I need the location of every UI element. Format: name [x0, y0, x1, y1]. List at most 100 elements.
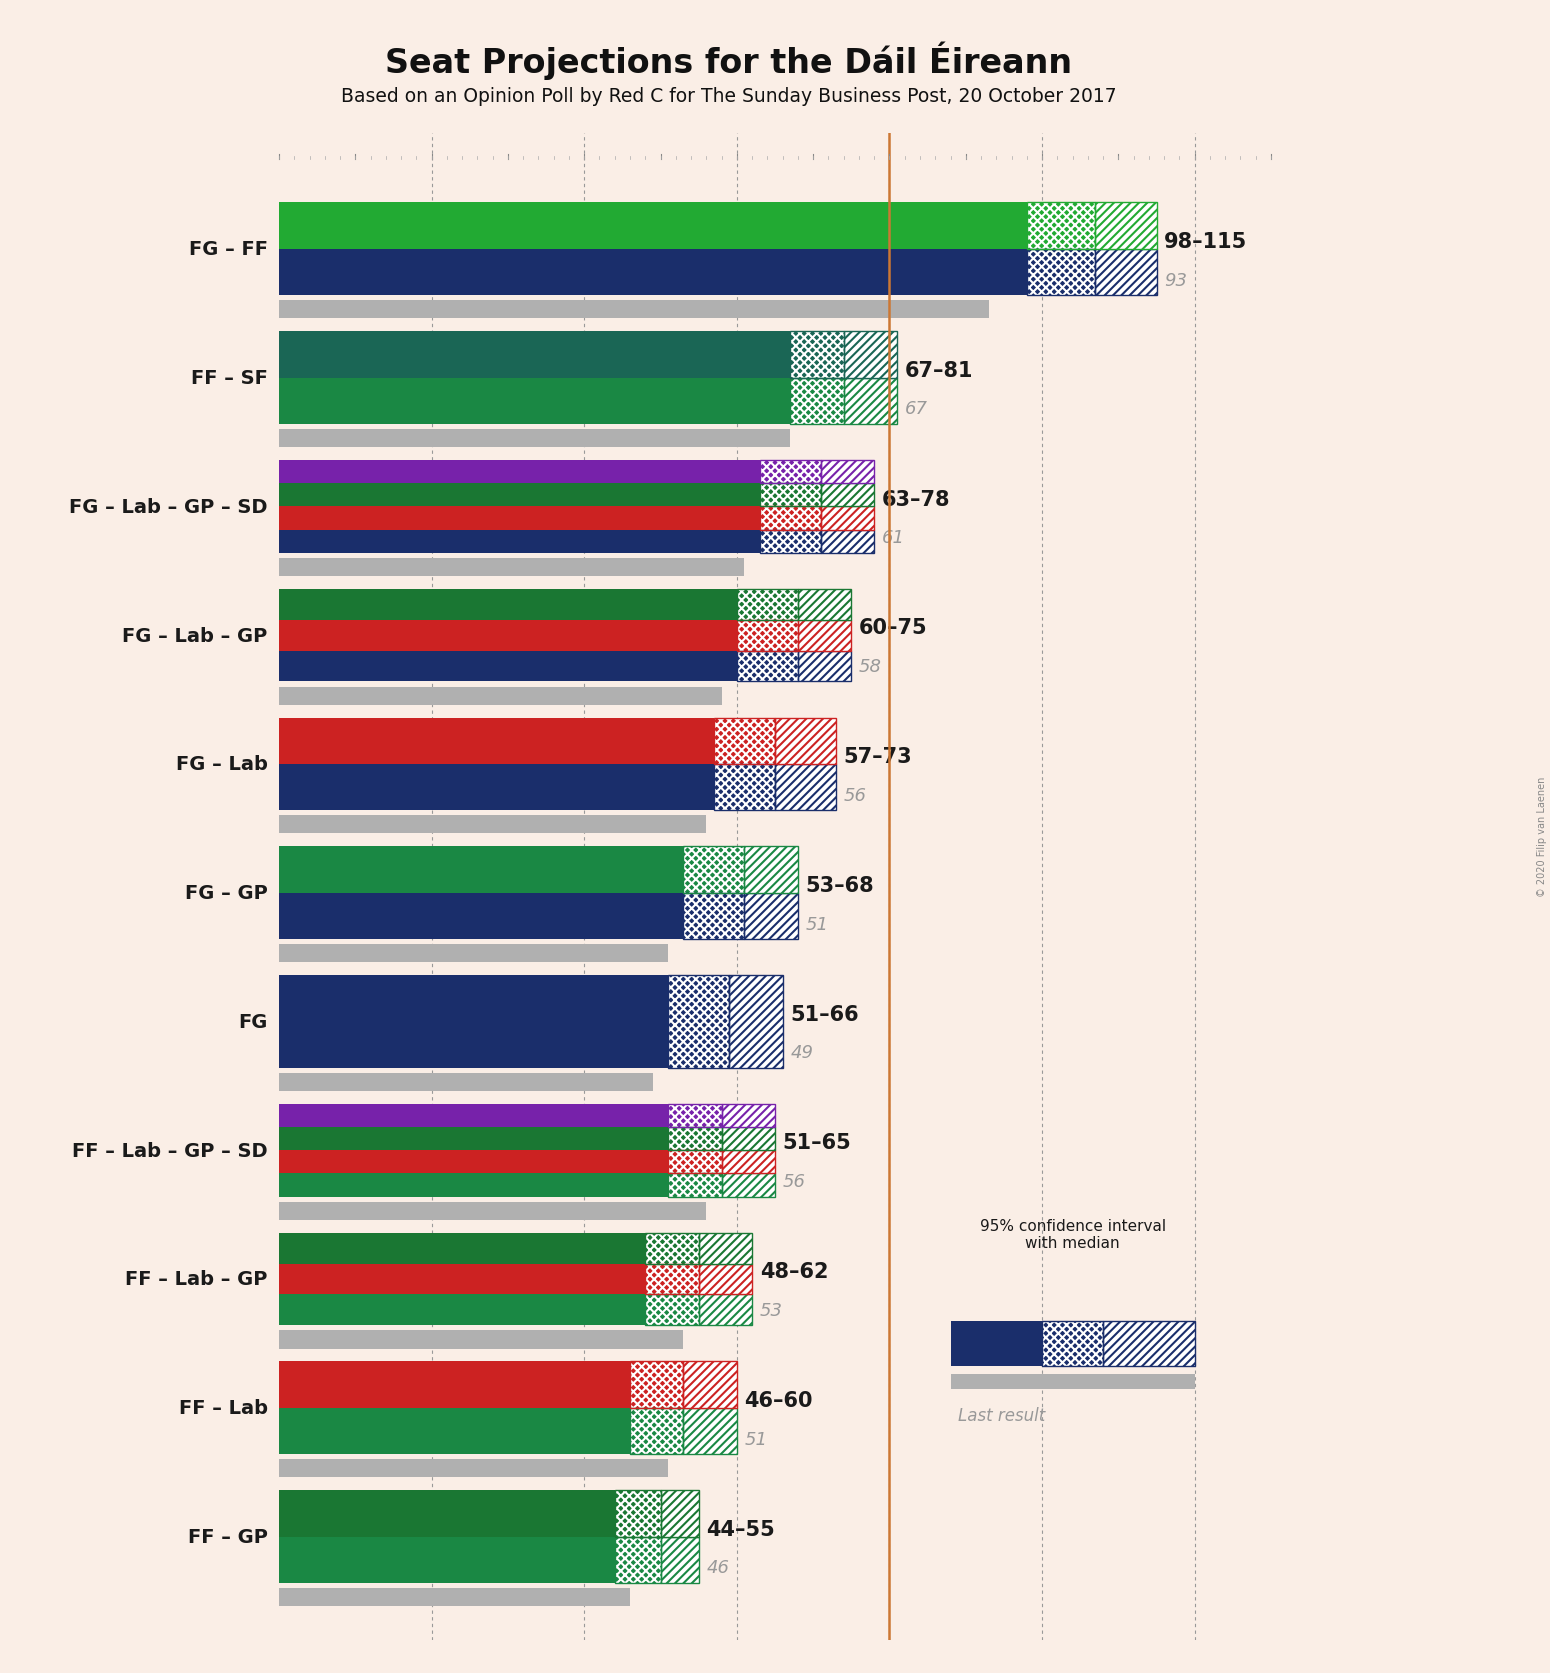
Bar	[668, 1128, 722, 1151]
Bar	[279, 621, 736, 651]
Text: 57–73: 57–73	[843, 746, 913, 766]
Bar	[668, 1128, 722, 1151]
Text: 63–78: 63–78	[882, 489, 950, 509]
Bar	[760, 460, 822, 483]
Bar	[279, 688, 722, 706]
Text: 51–65: 51–65	[783, 1133, 851, 1153]
Text: FG – Lab – GP – SD: FG – Lab – GP – SD	[70, 497, 268, 517]
Bar	[645, 1233, 699, 1263]
Bar	[684, 847, 744, 893]
Bar	[684, 847, 744, 893]
Bar	[822, 460, 874, 483]
Bar	[736, 651, 798, 683]
Bar	[279, 204, 1026, 249]
Bar	[279, 530, 760, 554]
Bar	[1026, 249, 1096, 296]
Bar	[279, 559, 744, 577]
Bar	[615, 1491, 660, 1536]
Bar	[660, 1536, 699, 1583]
Bar	[615, 1491, 660, 1536]
Bar	[279, 1536, 615, 1583]
Bar	[843, 331, 897, 378]
Bar	[736, 621, 798, 651]
Text: FG: FG	[239, 1012, 268, 1031]
Bar	[699, 1233, 752, 1263]
Bar	[279, 460, 760, 483]
Bar	[645, 1263, 699, 1295]
Bar	[279, 1295, 645, 1325]
Bar	[699, 1295, 752, 1325]
Bar	[775, 765, 835, 811]
Bar	[736, 621, 798, 651]
Bar	[843, 378, 897, 425]
Bar	[1096, 204, 1156, 249]
Bar	[629, 1362, 684, 1409]
Text: 51: 51	[744, 1430, 767, 1447]
Text: 48–62: 48–62	[760, 1261, 828, 1282]
Bar	[629, 1409, 684, 1454]
Bar	[279, 718, 715, 765]
Bar	[629, 1362, 684, 1409]
Bar	[279, 1588, 629, 1606]
Bar	[722, 1151, 775, 1174]
Text: 51: 51	[806, 915, 829, 934]
Bar	[645, 1295, 699, 1325]
Text: 46–60: 46–60	[744, 1390, 814, 1410]
Bar	[715, 718, 775, 765]
Bar	[715, 765, 775, 811]
Bar	[760, 530, 822, 554]
Text: 44–55: 44–55	[707, 1519, 775, 1539]
Bar	[790, 378, 843, 425]
Bar	[760, 483, 822, 507]
Bar	[668, 1151, 722, 1174]
Bar	[279, 847, 684, 893]
Bar	[279, 378, 790, 425]
Bar	[660, 1491, 699, 1536]
Bar	[279, 1174, 668, 1196]
Bar	[668, 1104, 722, 1128]
Bar	[1026, 204, 1096, 249]
Bar	[950, 1322, 1042, 1367]
Bar	[744, 847, 798, 893]
Bar	[668, 1104, 722, 1128]
Bar	[668, 1104, 722, 1128]
Text: 49: 49	[790, 1044, 814, 1062]
Bar	[645, 1233, 699, 1263]
Text: FF – Lab: FF – Lab	[178, 1399, 268, 1417]
Bar	[760, 530, 822, 554]
Text: FG – Lab: FG – Lab	[175, 755, 268, 775]
Bar	[760, 507, 822, 530]
Bar	[279, 1201, 707, 1220]
Text: 93: 93	[1164, 271, 1187, 289]
Bar	[279, 1074, 653, 1091]
Bar	[279, 1459, 668, 1477]
Bar	[684, 893, 744, 940]
Text: 53: 53	[760, 1302, 783, 1318]
Bar	[736, 621, 798, 651]
Bar	[728, 975, 783, 1067]
Bar	[722, 1128, 775, 1151]
Bar	[629, 1409, 684, 1454]
Bar	[279, 507, 760, 530]
Bar	[615, 1536, 660, 1583]
Bar	[790, 331, 843, 378]
Text: FG – Lab – GP: FG – Lab – GP	[122, 626, 268, 646]
Text: FF – SF: FF – SF	[191, 368, 268, 388]
Text: 56: 56	[843, 786, 866, 805]
Bar	[279, 816, 707, 833]
Bar	[279, 430, 790, 448]
Bar	[950, 1374, 1195, 1389]
Bar	[684, 847, 744, 893]
Bar	[760, 507, 822, 530]
Bar	[790, 378, 843, 425]
Bar	[736, 651, 798, 683]
Bar	[668, 1128, 722, 1151]
Bar	[1042, 1322, 1104, 1367]
Bar	[1104, 1322, 1195, 1367]
Bar	[279, 1330, 684, 1348]
Bar	[760, 507, 822, 530]
Bar	[668, 1174, 722, 1196]
Bar	[279, 765, 715, 811]
Bar	[615, 1536, 660, 1583]
Bar	[279, 249, 1026, 296]
